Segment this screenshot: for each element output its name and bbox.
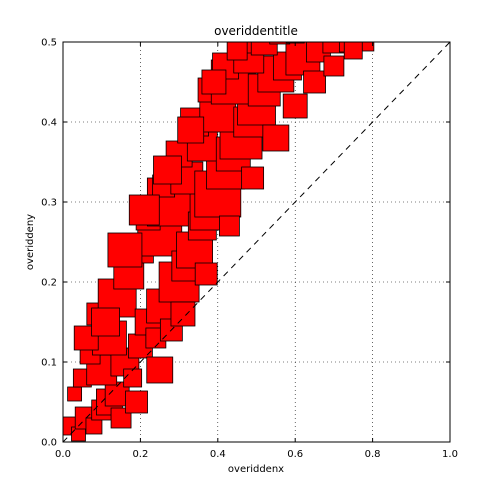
- y-axis: 0.0 0.1 0.2 0.3 0.4 0.5: [41, 38, 450, 449]
- plot-frame: [62, 41, 451, 443]
- x-axis-title: overiddenx: [228, 464, 284, 475]
- scatter-point: [170, 301, 196, 327]
- scatter-point: [177, 116, 205, 144]
- x-tick-label: 0.6: [287, 449, 303, 460]
- scatter-point: [343, 42, 363, 60]
- x-tick-label: 1.0: [442, 449, 458, 460]
- scatter-point: [262, 124, 290, 152]
- scatter-point: [194, 262, 218, 286]
- scatter-point: [282, 93, 308, 119]
- y-tick-label: 0.2: [41, 278, 57, 289]
- y-tick-label: 0.5: [41, 38, 57, 49]
- y-tick-label: 0.0: [41, 438, 57, 449]
- x-tick-label: 0.8: [365, 449, 381, 460]
- y-tick-label: 0.3: [41, 198, 57, 209]
- scatter-point: [123, 368, 143, 388]
- scatter-point: [107, 232, 143, 268]
- plot-area: [63, 42, 375, 442]
- scatter-point: [323, 55, 345, 77]
- y-tick-label: 0.4: [41, 118, 57, 129]
- chart-title: overiddentitle: [214, 24, 298, 38]
- y-axis-title: overiddeny: [25, 214, 36, 270]
- y-tick-label: 0.1: [41, 358, 57, 369]
- scatter-point: [128, 194, 160, 226]
- scatter-point: [91, 307, 120, 337]
- scatter-point: [322, 42, 346, 54]
- x-tick-label: 0.0: [55, 449, 71, 460]
- x-tick-label: 0.4: [210, 449, 226, 460]
- scatter-point: [269, 42, 291, 45]
- scatter-point: [125, 390, 148, 414]
- scatter-point: [153, 155, 182, 185]
- scatter-point: [303, 70, 326, 94]
- x-tick-label: 0.2: [132, 449, 148, 460]
- reference-line-group: [63, 42, 450, 442]
- reference-line: [63, 42, 450, 442]
- scatter-point: [219, 215, 240, 237]
- scatter-point: [250, 42, 278, 56]
- scatter-point: [226, 42, 248, 61]
- scatter-point: [355, 42, 375, 52]
- scatter-point: [201, 69, 227, 95]
- scatter-point: [67, 386, 83, 402]
- scatter-point: [241, 166, 265, 190]
- scatter-point: [302, 42, 320, 43]
- scatter-point: [146, 356, 174, 384]
- x-axis: 0.0 0.2 0.4 0.6 0.8 1.0: [55, 42, 458, 460]
